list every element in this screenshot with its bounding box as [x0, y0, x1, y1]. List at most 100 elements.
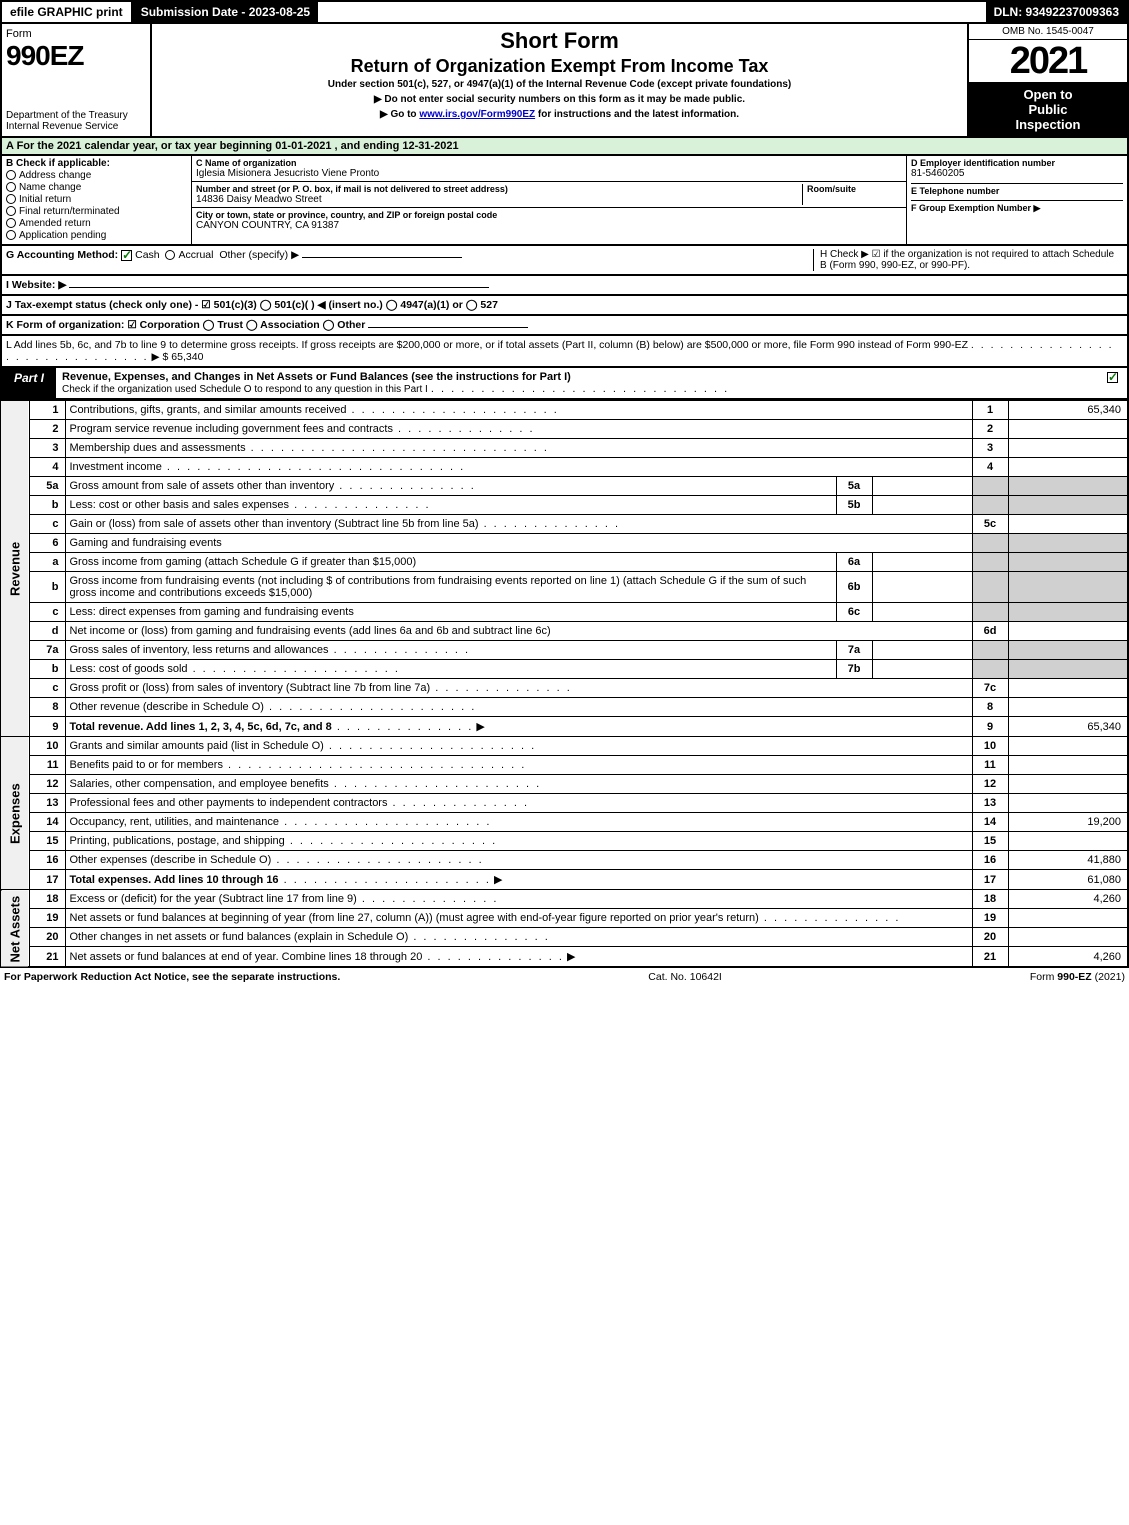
val-6c-shade: [1008, 603, 1128, 622]
org-name-label: C Name of organization: [196, 158, 902, 168]
title-main: Return of Organization Exempt From Incom…: [351, 56, 769, 77]
desc-12: Salaries, other compensation, and employ…: [70, 778, 329, 790]
row-5c: c Gain or (loss) from sale of assets oth…: [1, 515, 1128, 534]
num-6c: c: [29, 603, 65, 622]
ln-8: 8: [972, 698, 1008, 717]
desc-7c: Gross profit or (loss) from sales of inv…: [70, 682, 431, 694]
header: Form 990EZ Department of the Treasury In…: [0, 24, 1129, 138]
num-6: 6: [29, 534, 65, 553]
footer: For Paperwork Reduction Act Notice, see …: [0, 968, 1129, 986]
val-21: 4,260: [1008, 947, 1128, 968]
ln-11: 11: [972, 756, 1008, 775]
num-3: 3: [29, 439, 65, 458]
chk-initial-return[interactable]: Initial return: [6, 194, 187, 205]
val-7c: [1008, 679, 1128, 698]
num-20: 20: [29, 928, 65, 947]
ln-5b-shade: [972, 496, 1008, 515]
ln-9: 9: [972, 717, 1008, 737]
chk-amended-return[interactable]: Amended return: [6, 218, 187, 229]
header-left: Form 990EZ Department of the Treasury In…: [2, 24, 152, 136]
num-16: 16: [29, 851, 65, 870]
row-10: Expenses 10 Grants and similar amounts p…: [1, 737, 1128, 756]
num-15: 15: [29, 832, 65, 851]
ln-12: 12: [972, 775, 1008, 794]
ln-6c-shade: [972, 603, 1008, 622]
val-17: 61,080: [1008, 870, 1128, 890]
desc-21: Net assets or fund balances at end of ye…: [70, 951, 423, 963]
line-L-amount: $ 65,340: [163, 351, 204, 363]
line-G: G Accounting Method: Cash Accrual Other …: [6, 249, 813, 271]
org-city: CANYON COUNTRY, CA 91387: [196, 220, 902, 231]
desc-8: Other revenue (describe in Schedule O): [70, 701, 264, 713]
lbl-cash: Cash: [135, 249, 160, 261]
ln-6b-shade: [972, 572, 1008, 603]
desc-19: Net assets or fund balances at beginning…: [70, 912, 759, 924]
efile-print[interactable]: efile GRAPHIC print: [2, 2, 133, 22]
row-6b: b Gross income from fundraising events (…: [1, 572, 1128, 603]
box-D: D Employer identification number 81-5460…: [907, 156, 1127, 244]
subval-5a: [872, 477, 972, 496]
chk-name-change[interactable]: Name change: [6, 182, 187, 193]
val-5c: [1008, 515, 1128, 534]
val-10: [1008, 737, 1128, 756]
row-7c: c Gross profit or (loss) from sales of i…: [1, 679, 1128, 698]
chk-address-change[interactable]: Address change: [6, 170, 187, 181]
ssn-warning: ▶ Do not enter social security numbers o…: [374, 94, 745, 105]
num-19: 19: [29, 909, 65, 928]
row-6a: a Gross income from gaming (attach Sched…: [1, 553, 1128, 572]
ln-1: 1: [972, 401, 1008, 420]
part-I-checknote: Check if the organization used Schedule …: [62, 384, 428, 395]
city-label: City or town, state or province, country…: [196, 210, 902, 220]
chk-accrual[interactable]: [165, 250, 175, 260]
dln: DLN: 93492237009363: [986, 2, 1127, 22]
line-J: J Tax-exempt status (check only one) - ☑…: [0, 296, 1129, 316]
ln-7b-shade: [972, 660, 1008, 679]
lbl-other: Other (specify) ▶: [219, 249, 299, 261]
topbar-spacer: [318, 2, 985, 22]
chk-application-pending[interactable]: Application pending: [6, 230, 187, 241]
val-5b-shade: [1008, 496, 1128, 515]
addr-label: Number and street (or P. O. box, if mail…: [196, 184, 802, 194]
revenue-vlabel: Revenue: [1, 401, 29, 737]
inspect-line-2: Public: [971, 102, 1125, 117]
val-7a-shade: [1008, 641, 1128, 660]
num-7a: 7a: [29, 641, 65, 660]
val-6b-shade: [1008, 572, 1128, 603]
ln-18: 18: [972, 890, 1008, 909]
num-17: 17: [29, 870, 65, 890]
ln-21: 21: [972, 947, 1008, 968]
desc-14: Occupancy, rent, utilities, and maintena…: [70, 816, 280, 828]
org-name-cell: C Name of organization Iglesia Misionera…: [192, 156, 906, 182]
desc-7b: Less: cost of goods sold: [70, 663, 188, 675]
ln-19: 19: [972, 909, 1008, 928]
num-14: 14: [29, 813, 65, 832]
row-11: 11 Benefits paid to or for members 11: [1, 756, 1128, 775]
sub-6b: 6b: [836, 572, 872, 603]
lbl-accrual: Accrual: [178, 249, 213, 261]
ln-15: 15: [972, 832, 1008, 851]
netassets-vlabel: Net Assets: [1, 890, 29, 968]
desc-17: Total expenses. Add lines 10 through 16: [70, 874, 279, 886]
line-H: H Check ▶ ☑ if the organization is not r…: [813, 249, 1123, 271]
org-city-cell: City or town, state or province, country…: [192, 208, 906, 233]
row-15: 15 Printing, publications, postage, and …: [1, 832, 1128, 851]
num-10: 10: [29, 737, 65, 756]
desc-4: Investment income: [70, 461, 162, 473]
row-7b: b Less: cost of goods sold 7b: [1, 660, 1128, 679]
part-I-tab: Part I: [2, 368, 56, 398]
part-I-checkbox[interactable]: [1101, 368, 1127, 398]
val-2: [1008, 420, 1128, 439]
num-12: 12: [29, 775, 65, 794]
ln-7c: 7c: [972, 679, 1008, 698]
chk-final-return[interactable]: Final return/terminated: [6, 206, 187, 217]
desc-5b: Less: cost or other basis and sales expe…: [70, 499, 290, 511]
irs-link[interactable]: www.irs.gov/Form990EZ: [419, 109, 535, 120]
subval-6a: [872, 553, 972, 572]
box-B: B Check if applicable: Address change Na…: [2, 156, 192, 244]
val-13: [1008, 794, 1128, 813]
desc-7a: Gross sales of inventory, less returns a…: [70, 644, 329, 656]
chk-cash[interactable]: [121, 250, 132, 261]
org-name: Iglesia Misionera Jesucristo Viene Pront…: [196, 168, 902, 179]
num-11: 11: [29, 756, 65, 775]
desc-9: Total revenue. Add lines 1, 2, 3, 4, 5c,…: [70, 721, 332, 733]
